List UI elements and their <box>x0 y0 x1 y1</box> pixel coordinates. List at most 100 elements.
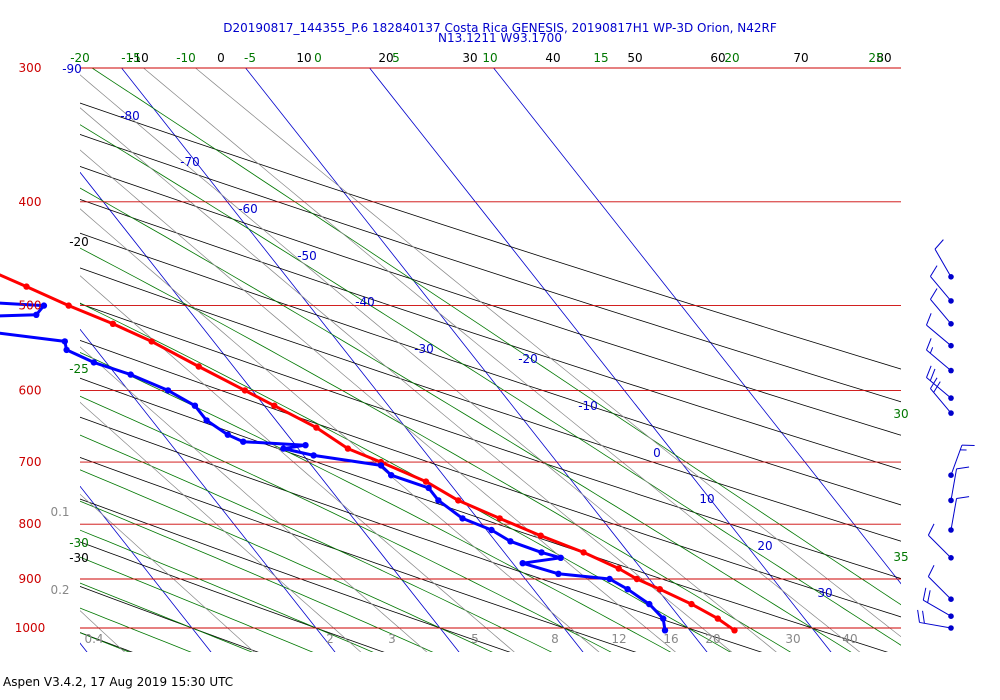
wind-barb-station <box>948 527 954 533</box>
moist-adiabat-label: 20 <box>724 51 739 65</box>
dry-adiabat-lines <box>80 102 901 652</box>
dewpoint-profile-point <box>660 615 667 622</box>
mixing-ratio-line <box>80 610 126 652</box>
moist-adiabat-label: 15 <box>593 51 608 65</box>
wind-barb-flag <box>930 288 938 300</box>
mixing-ratio-line <box>80 107 733 652</box>
isotherm-line <box>80 328 336 652</box>
pressure-label: 300 <box>19 61 42 75</box>
moist-adiabat-line <box>80 302 731 652</box>
wind-barb <box>930 288 954 327</box>
dry-adiabat-label: 50 <box>627 51 642 65</box>
wind-barb-flag <box>927 523 935 536</box>
moist-adiabat-label: 30 <box>893 407 908 421</box>
dry-adiabat-label: 10 <box>296 51 311 65</box>
temperature-profile-point <box>313 424 320 431</box>
isotherm-label: 0 <box>653 446 661 460</box>
moist-adiabat-label: 10 <box>482 51 497 65</box>
isotherm-label: -80 <box>120 109 140 123</box>
dewpoint-profile-point <box>388 472 395 479</box>
mixing-ratio-line <box>195 68 901 638</box>
sounding-profiles <box>0 273 738 634</box>
moist-adiabat-line <box>80 556 314 652</box>
mixing-ratio-label: 0.2 <box>50 583 69 597</box>
dewpoint-profile-point <box>63 346 70 354</box>
isotherm-label: -60 <box>238 202 258 216</box>
dewpoint-profile-point <box>555 570 562 577</box>
dry-adiabat-label: 30 <box>462 51 477 65</box>
dewpoint-profile-point <box>61 338 68 345</box>
mixing-ratio-line <box>80 149 676 652</box>
moist-adiabat-line <box>80 607 192 652</box>
pressure-label: 600 <box>19 383 42 397</box>
dry-adiabat-label: 40 <box>545 51 560 65</box>
isotherm-label: 30 <box>817 586 832 600</box>
isotherm-label: -10 <box>578 399 598 413</box>
wind-barb-flag <box>922 610 925 624</box>
wind-barb-flag <box>930 377 938 389</box>
dewpoint-profile-point <box>425 484 432 492</box>
pressure-label: 400 <box>19 195 42 209</box>
moist-adiabat-line <box>80 124 901 646</box>
dewpoint-profile-line <box>0 301 667 631</box>
temperature-profile-point <box>241 387 249 394</box>
dry-adiabat-line <box>80 416 763 652</box>
dry-adiabat-label: 80 <box>876 51 891 65</box>
mixing-ratio-line <box>80 493 255 652</box>
dry-adiabat-line <box>80 232 901 506</box>
wind-barb-staff <box>919 621 952 629</box>
dry-adiabat-line <box>80 456 637 652</box>
mixing-ratio-label: 16 <box>663 632 678 646</box>
dry-adiabat-line <box>80 498 511 652</box>
dry-adiabat-line <box>80 303 901 579</box>
isotherm-line <box>245 68 708 652</box>
mixing-ratio-label: 0.4 <box>84 632 103 646</box>
wind-barb <box>917 609 954 631</box>
dewpoint-profile-point <box>624 586 631 593</box>
isotherm-label: -20 <box>518 352 538 366</box>
isotherm-label: -40 <box>355 295 375 309</box>
dewpoint-profile-point <box>191 402 199 409</box>
temperature-profile-point <box>148 338 155 345</box>
dry-adiabat-line <box>80 199 901 471</box>
mixing-ratio-line <box>143 68 861 652</box>
dry-adiabat-line <box>80 339 901 618</box>
wind-barb <box>927 565 954 602</box>
wind-barb <box>926 313 954 349</box>
mixing-ratio-line <box>80 401 362 652</box>
wind-barb-staff <box>950 468 958 501</box>
dry-adiabat-line <box>80 585 259 652</box>
footer-version-text: Aspen V3.4.2, 17 Aug 2019 15:30 UTC <box>3 675 234 689</box>
dewpoint-profile-point <box>127 371 134 378</box>
wind-barb <box>927 523 954 561</box>
dry-adiabat-label: 20 <box>378 51 393 65</box>
isotherm-label: -50 <box>297 249 317 263</box>
dewpoint-profile-point <box>519 560 526 567</box>
wind-barb-flag <box>926 313 932 326</box>
dewpoint-profile-point <box>90 359 98 366</box>
wind-barb <box>926 338 954 374</box>
wind-barb-station <box>948 497 954 504</box>
pressure-label: 700 <box>19 455 42 469</box>
mixing-ratio-label: 3 <box>388 632 396 646</box>
mixing-ratio-label: 20 <box>705 632 720 646</box>
moist-adiabat-line <box>0 36 75 655</box>
isotherm-line <box>80 171 460 652</box>
mixing-ratio-label: 40 <box>842 632 857 646</box>
wind-barb <box>930 265 954 304</box>
dewpoint-profile <box>0 301 669 634</box>
dewpoint-profile-point <box>646 600 653 608</box>
isotherm-line <box>121 68 584 652</box>
dry-adiabat-line <box>80 102 901 370</box>
wind-barb-staff <box>930 276 952 302</box>
wind-barb-staff <box>928 534 952 559</box>
wind-barb-staff <box>923 599 952 617</box>
moist-adiabat-line <box>91 68 901 606</box>
wind-barb-flag <box>930 265 938 277</box>
wind-barb-flag <box>933 381 941 393</box>
moist-adiabat-label: 25 <box>868 51 883 65</box>
isotherm-lines <box>80 68 901 652</box>
moist-adiabat-line <box>80 434 553 652</box>
chart-subtitle: N13.1211 W93.1700 <box>438 31 562 45</box>
pressure-label: 500 <box>19 299 42 313</box>
